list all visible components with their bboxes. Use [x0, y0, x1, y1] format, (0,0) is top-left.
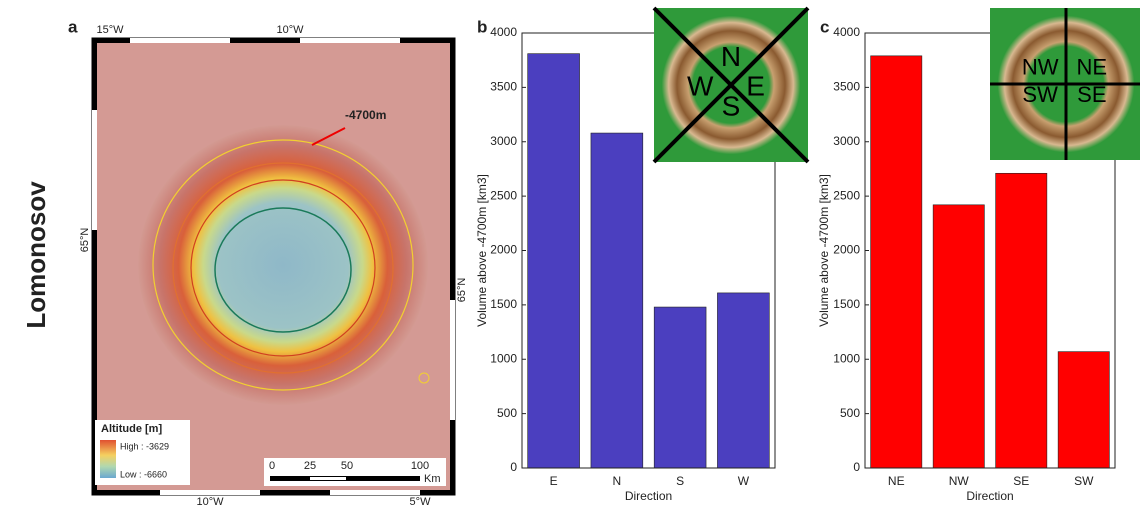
map-coord: 65°N — [79, 228, 91, 253]
inset-label: NE — [1077, 55, 1108, 80]
y-tick-label: 2000 — [490, 243, 517, 257]
y-tick-label: 4000 — [833, 25, 860, 39]
scale-label: 50 — [341, 460, 353, 472]
inset-label: E — [746, 70, 765, 101]
y-tick-label: 3000 — [490, 134, 517, 148]
scale-unit: Km — [424, 473, 441, 485]
x-tick-label: N — [613, 474, 622, 488]
map-coord: 15°W — [96, 24, 124, 36]
axes-frame — [521, 32, 776, 469]
y-axis-label: Volume above -4700m [km3] — [475, 174, 489, 327]
inset-label: SW — [1022, 82, 1058, 107]
y-tick-label: 0 — [853, 460, 860, 474]
y-tick-label: 0 — [510, 460, 517, 474]
y-tick-label: 2500 — [490, 188, 517, 202]
inset-label: S — [722, 90, 741, 121]
bar — [653, 306, 707, 469]
x-axis-label: Direction — [966, 489, 1013, 503]
bar — [1057, 351, 1110, 469]
map-coord: 10°W — [276, 24, 304, 36]
x-tick-label: SW — [1074, 474, 1094, 488]
bar — [527, 53, 580, 469]
map-coord: 10°W — [196, 496, 224, 506]
panel-label: a — [68, 17, 78, 36]
panel-label: b — [477, 17, 487, 36]
scale-label: 25 — [304, 460, 316, 472]
x-tick-label: NE — [888, 474, 905, 488]
x-tick-label: W — [738, 474, 750, 488]
legend-low: Low : -6660 — [120, 469, 167, 479]
map-annotation: -4700m — [345, 108, 386, 122]
legend-title: Altitude [m] — [101, 423, 162, 435]
bar — [870, 55, 923, 469]
bar — [590, 132, 644, 469]
y-tick-label: 500 — [497, 406, 517, 420]
y-tick-label: 1000 — [833, 351, 860, 365]
inset-label: N — [721, 41, 741, 72]
y-tick-label: 1500 — [490, 297, 517, 311]
x-axis-label: Direction — [625, 489, 672, 503]
y-tick-label: 2000 — [833, 243, 860, 257]
legend-high: High : -3629 — [120, 441, 169, 451]
y-tick-label: 3500 — [490, 80, 517, 94]
y-tick-label: 3000 — [833, 134, 860, 148]
y-tick-label: 1000 — [490, 351, 517, 365]
x-tick-label: S — [676, 474, 684, 488]
y-axis-label: Volume above -4700m [km3] — [817, 174, 831, 327]
map-coord: 5°W — [410, 496, 432, 506]
x-tick-label: SE — [1013, 474, 1029, 488]
y-tick-label: 4000 — [490, 25, 517, 39]
inset-label: SE — [1077, 82, 1106, 107]
y-tick-label: 3500 — [833, 80, 860, 94]
y-tick-label: 1500 — [833, 297, 860, 311]
map: -4700m Altitude [m] High : -3629 Low : -… — [79, 24, 468, 506]
panel-label: c — [820, 17, 829, 36]
y-tick-label: 500 — [840, 406, 860, 420]
map-coord: 65°N — [456, 278, 468, 303]
x-tick-label: NW — [949, 474, 970, 488]
scale-bar — [264, 458, 446, 486]
scale-label: 100 — [411, 460, 429, 472]
y-tick-label: 2500 — [833, 188, 860, 202]
scale-label: 0 — [269, 460, 275, 472]
x-tick-label: E — [550, 474, 558, 488]
inset-line — [652, 6, 810, 164]
inset-label: NW — [1022, 55, 1059, 80]
bar — [932, 204, 985, 469]
bar — [717, 292, 770, 469]
inset-label: W — [687, 70, 714, 101]
bar — [995, 172, 1048, 469]
row-label: Lomonosov — [21, 181, 51, 329]
